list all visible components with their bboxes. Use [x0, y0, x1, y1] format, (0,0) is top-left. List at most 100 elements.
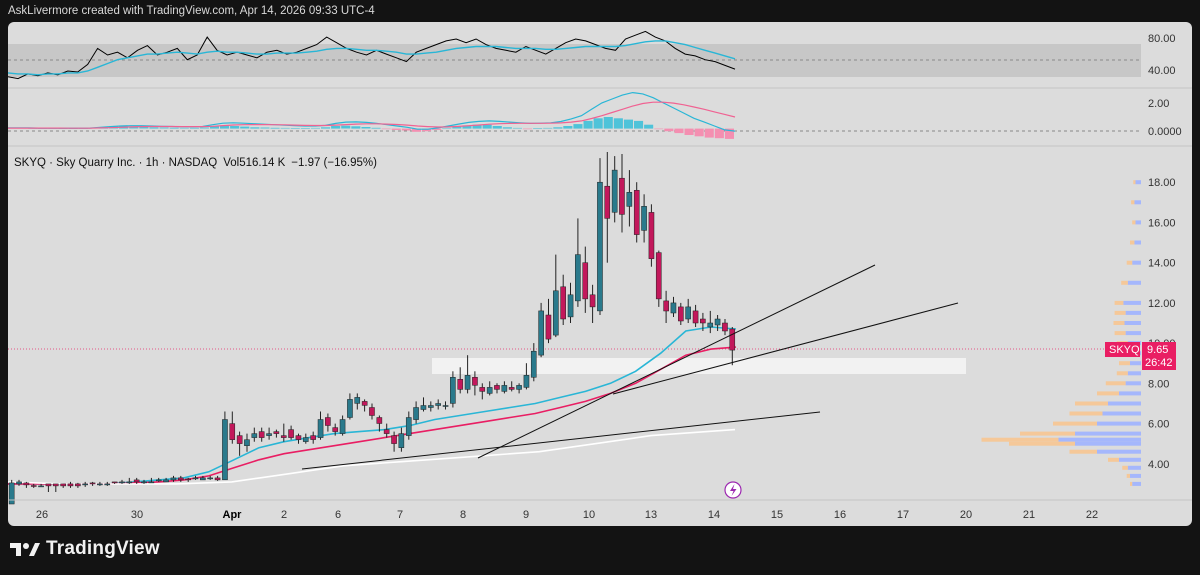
- legend-line: SKYQ · Sky Quarry Inc. · 1h · NASDAQ Vol5…: [14, 157, 377, 169]
- candle-body: [325, 417, 331, 426]
- candle-body: [185, 478, 191, 481]
- candle-body: [435, 403, 441, 406]
- macd-histogram-bar: [533, 128, 543, 129]
- macd-histogram-bar: [361, 127, 371, 129]
- trendline-mid[interactable]: [612, 302, 959, 395]
- candle-body: [361, 401, 368, 406]
- trendline-steep[interactable]: [477, 264, 876, 459]
- candle-body: [332, 427, 339, 432]
- macd-histogram-bar: [209, 126, 219, 129]
- volume-profile-bar-down: [1069, 449, 1097, 454]
- candle-body: [266, 433, 272, 436]
- candle-body: [398, 433, 405, 448]
- candle-body: [641, 206, 647, 231]
- candle-body: [479, 387, 486, 392]
- time-tick-label: Apr: [223, 509, 243, 521]
- tradingview-logo-icon: [10, 543, 40, 556]
- candle-body: [516, 385, 522, 390]
- volume-profile-bar-down: [1130, 481, 1133, 486]
- volume-profile-bar-down: [1053, 421, 1097, 426]
- tradingview-logo[interactable]: TradingView: [10, 538, 160, 560]
- candle-body: [560, 286, 566, 320]
- candle-body: [472, 377, 478, 386]
- candle-body: [545, 314, 552, 340]
- volume-profile-bar-down: [1113, 321, 1125, 325]
- candle-body: [655, 252, 662, 300]
- macd-histogram-bar: [613, 118, 623, 129]
- volume-profile-bar-down: [1116, 371, 1128, 376]
- time-tick-label: 22: [1086, 509, 1098, 521]
- candle-body: [273, 431, 280, 434]
- candle-body: [405, 417, 412, 436]
- candle-body: [38, 485, 44, 488]
- macd-histogram-bar: [482, 124, 492, 129]
- candle-body: [60, 483, 66, 487]
- volume-profile-bar-down: [981, 437, 1059, 442]
- time-tick-label: 8: [460, 509, 466, 521]
- bar-countdown: 26:42: [1145, 357, 1173, 369]
- candle-body: [111, 481, 118, 484]
- candle-body: [442, 405, 449, 407]
- candle-body: [258, 431, 265, 438]
- candle-body: [707, 322, 714, 328]
- candle-body: [310, 435, 316, 440]
- rsi-pane: 80.00 40.00: [8, 30, 1176, 80]
- candle-body: [119, 481, 125, 484]
- candle-body: [523, 375, 530, 388]
- time-tick-label: 9: [523, 509, 529, 521]
- macd-histogram-bar: [240, 126, 250, 129]
- symbol-title: SKYQ · Sky Quarry Inc. · 1h · NASDAQ: [14, 157, 217, 169]
- volume-profile-bar-up: [1135, 180, 1141, 185]
- volume-profile-bar-up: [1130, 361, 1141, 366]
- volume-profile-bar-up: [1119, 457, 1141, 462]
- macd-histogram-bar: [512, 127, 522, 129]
- candle-body: [288, 429, 294, 438]
- candle-body: [670, 302, 677, 314]
- candle-body: [567, 294, 574, 318]
- volume-profile-bar-down: [1114, 331, 1126, 336]
- volume-profile-bar-down: [1097, 391, 1119, 396]
- volume-label: Vol: [223, 157, 239, 169]
- macd-histogram-bar: [553, 127, 563, 129]
- trendline-base[interactable]: [301, 411, 821, 470]
- macd-histogram-bar: [411, 128, 421, 132]
- support-zone[interactable]: [432, 358, 966, 374]
- volume-profile-bar-down: [1133, 180, 1136, 185]
- macd-histogram-bar: [684, 128, 694, 135]
- candle-body: [369, 407, 375, 416]
- candle-body: [700, 318, 706, 324]
- macd-histogram-bar: [563, 126, 573, 129]
- last-price: 9.65: [1147, 344, 1168, 356]
- macd-histogram-bar: [462, 125, 472, 129]
- macd-histogram-bar: [179, 127, 189, 129]
- time-axis[interactable]: 26 30 Apr 2 6 7 8 9 10 13 14 15 16 17 20 21 22: [36, 509, 1098, 521]
- chart-panel[interactable]: 80.00 40.00 2.00 0.0000: [8, 22, 1192, 526]
- time-tick-label: 10: [583, 509, 595, 521]
- candle-body: [30, 485, 37, 487]
- candle-body: [428, 405, 434, 408]
- candle-body: [391, 435, 397, 444]
- volume-profile-bar-up: [1127, 280, 1141, 285]
- macd-histogram-bar: [573, 124, 583, 129]
- time-tick-label: 2: [281, 509, 287, 521]
- chart-canvas[interactable]: 80.00 40.00 2.00 0.0000: [8, 22, 1192, 526]
- macd-histogram-bar: [129, 126, 139, 129]
- volume-profile-bar-up: [1132, 481, 1141, 486]
- candle-body: [295, 435, 302, 440]
- candle-body: [126, 481, 133, 484]
- macd-histogram-bar: [543, 127, 553, 129]
- volume-profile-bar-down: [1020, 431, 1075, 436]
- candle-body: [222, 419, 228, 481]
- volume-profile-bar-up: [1123, 300, 1141, 305]
- rsi-ma-line: [8, 40, 736, 76]
- lightning-icon[interactable]: [724, 481, 742, 499]
- macd-histogram-bar: [422, 128, 432, 132]
- time-tick-label: 30: [131, 509, 143, 521]
- header-bar: AskLivermore created with TradingView.co…: [0, 0, 1200, 22]
- trendlines[interactable]: [301, 264, 959, 470]
- volume-profile-bar-up: [1125, 381, 1141, 386]
- volume-profile-bar-up: [1108, 401, 1141, 406]
- macd-histogram-bar: [321, 127, 331, 129]
- candle-body: [163, 479, 169, 483]
